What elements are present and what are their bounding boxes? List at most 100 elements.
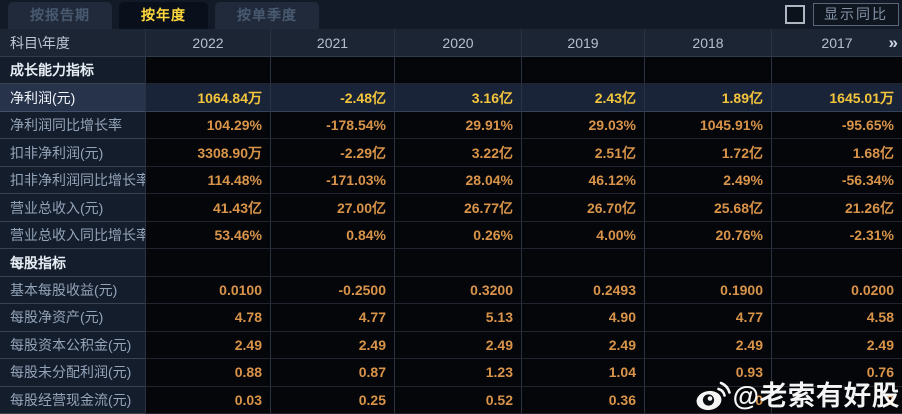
table-row[interactable]: 营业总收入(元) 41.43亿 27.00亿 26.77亿 26.70亿 25.68亿 21… — [0, 194, 902, 222]
year-header-2019[interactable]: 2019 — [521, 29, 644, 57]
row-label: 基本每股收益(元) — [0, 276, 145, 305]
cell-value: -0.2500 — [270, 276, 394, 305]
cell-value — [644, 249, 771, 277]
cell-value — [644, 57, 771, 85]
table-row[interactable]: 净利润(元) 1064.84万 -2.48亿 3.16亿 2.43亿 1.89亿 1645.… — [0, 84, 902, 112]
cell-value: 0.3200 — [394, 276, 521, 305]
cell-value: 41.43亿 — [145, 194, 270, 222]
cell-value: 3308.90万 — [145, 139, 270, 167]
cell-value: -2.48亿 — [270, 84, 394, 112]
cell-value: 0.52 — [394, 386, 521, 414]
cell-value: 1.23 — [394, 359, 521, 387]
cell-value: 0.88 — [145, 359, 270, 387]
cell-value: 20.76% — [644, 221, 771, 250]
cell-value: 0.87 — [270, 359, 394, 387]
show-yoy-checkbox[interactable] — [785, 5, 805, 24]
cell-value: -56.34% — [771, 166, 902, 195]
cell-value: 29.91% — [394, 111, 521, 140]
row-label: 每股经营现金流(元) — [0, 386, 145, 414]
table-header-row: 科目\年度 2022 2021 2020 2019 2018 2017 » — [0, 29, 902, 57]
table-row[interactable]: 基本每股收益(元) 0.0100 -0.2500 0.3200 0.2493 0.1900… — [0, 276, 902, 305]
cell-value: 2.49 — [145, 331, 270, 360]
tab-annual[interactable]: 按年度 — [119, 2, 208, 29]
year-header-2017[interactable]: 2017 » — [771, 29, 902, 57]
year-label: 2020 — [442, 34, 474, 51]
cell-value: 0 — [644, 386, 771, 414]
cell-value — [521, 249, 644, 277]
table-row[interactable]: 每股资本公积金(元) 2.49 2.49 2.49 2.49 2.49 2.49 — [0, 331, 902, 360]
table-row[interactable]: 扣非净利润(元) 3308.90万 -2.29亿 3.22亿 2.51亿 1.72亿 1.6… — [0, 139, 902, 167]
cell-value: 2.49 — [644, 331, 771, 360]
tab-report-period[interactable]: 按报告期 — [8, 2, 112, 29]
cell-value: 0.2493 — [521, 276, 644, 305]
cell-value: 21.26亿 — [771, 194, 902, 222]
row-label: 每股净资产(元) — [0, 304, 145, 332]
table-row[interactable]: 扣非净利润同比增长率 114.48% -171.03% 28.04% 46.12% 2.4… — [0, 166, 902, 195]
cell-value: 2.49 — [270, 331, 394, 360]
cell-value: -95.65% — [771, 111, 902, 140]
row-label: 扣非净利润同比增长率 — [0, 166, 145, 195]
cell-value: 0.26% — [394, 221, 521, 250]
cell-value — [771, 57, 902, 85]
cell-value — [145, 57, 270, 85]
cell-value: 2.49 — [771, 331, 902, 360]
cell-value: 4.78 — [145, 304, 270, 332]
cell-value — [394, 57, 521, 85]
cell-value: 2.49 — [521, 331, 644, 360]
show-yoy-label[interactable]: 显示同比 — [813, 3, 899, 26]
cell-value: 1.04 — [521, 359, 644, 387]
row-label: 扣非净利润(元) — [0, 139, 145, 167]
cell-value — [521, 57, 644, 85]
cell-value: 1645.01万 — [771, 84, 902, 112]
cell-value: 2.51亿 — [521, 139, 644, 167]
cell-value: 114.48% — [145, 166, 270, 195]
year-label: 2021 — [316, 34, 349, 51]
cell-value: 27.00亿 — [270, 194, 394, 222]
row-label: 成长能力指标 — [0, 57, 145, 85]
table-row[interactable]: 营业总收入同比增长率 53.46% 0.84% 0.26% 4.00% 20.76% -2.… — [0, 221, 902, 250]
yoy-controls: 显示同比 — [785, 0, 902, 29]
cell-value — [270, 57, 394, 85]
cell-value: 28.04% — [394, 166, 521, 195]
table-row[interactable]: 净利润同比增长率 104.29% -178.54% 29.91% 29.03% 1045.… — [0, 111, 902, 140]
table-row[interactable]: 每股未分配利润(元) 0.88 0.87 1.23 1.04 0.93 0.76 — [0, 359, 902, 387]
row-label: 每股资本公积金(元) — [0, 331, 145, 360]
cell-value: 4.77 — [644, 304, 771, 332]
cell-value: 46.12% — [521, 166, 644, 195]
cell-value: 0.76 — [771, 359, 902, 387]
row-label: 净利润同比增长率 — [0, 111, 145, 140]
row-label: 营业总收入(元) — [0, 194, 145, 222]
year-header-2021[interactable]: 2021 — [270, 29, 394, 57]
cell-value: -2.29亿 — [270, 139, 394, 167]
year-label: 2019 — [567, 34, 599, 51]
more-years-chevron-icon[interactable]: » — [888, 32, 899, 52]
year-header-2022[interactable]: 2022 — [145, 29, 270, 57]
cell-value: -178.54% — [270, 111, 394, 140]
section-row[interactable]: 成长能力指标 — [0, 57, 902, 85]
cell-value: 29.03% — [521, 111, 644, 140]
cell-value: 3.16亿 — [394, 84, 521, 112]
cell-value: 0.84% — [270, 221, 394, 250]
cell-value — [270, 249, 394, 277]
tab-single-quarter[interactable]: 按单季度 — [215, 2, 319, 29]
cell-value: 53.46% — [145, 221, 270, 250]
corner-header: 科目\年度 — [0, 29, 145, 57]
cell-value: 0.1900 — [644, 276, 771, 305]
cell-value: 1064.84万 — [145, 84, 270, 112]
table-row[interactable]: 每股净资产(元) 4.78 4.77 5.13 4.90 4.77 4.58 — [0, 304, 902, 332]
cell-value: 25.68亿 — [644, 194, 771, 222]
financial-table: 科目\年度 2022 2021 2020 2019 2018 2017 » 成长… — [0, 29, 902, 414]
cell-value: 2.49% — [644, 166, 771, 195]
year-label: 2018 — [692, 34, 724, 51]
period-tab-bar: 按报告期 按年度 按单季度 显示同比 — [0, 0, 902, 29]
cell-value: 1.68亿 — [771, 139, 902, 167]
cell-value: 5.13 — [394, 304, 521, 332]
year-header-2020[interactable]: 2020 — [394, 29, 521, 57]
cell-value: 2.43亿 — [521, 84, 644, 112]
table-row[interactable]: 每股经营现金流(元) 0.03 0.25 0.52 0.36 0 9 — [0, 386, 902, 414]
year-header-2018[interactable]: 2018 — [644, 29, 771, 57]
cell-value — [145, 249, 270, 277]
cell-value: 26.70亿 — [521, 194, 644, 222]
section-row[interactable]: 每股指标 — [0, 249, 902, 277]
cell-value: 1045.91% — [644, 111, 771, 140]
